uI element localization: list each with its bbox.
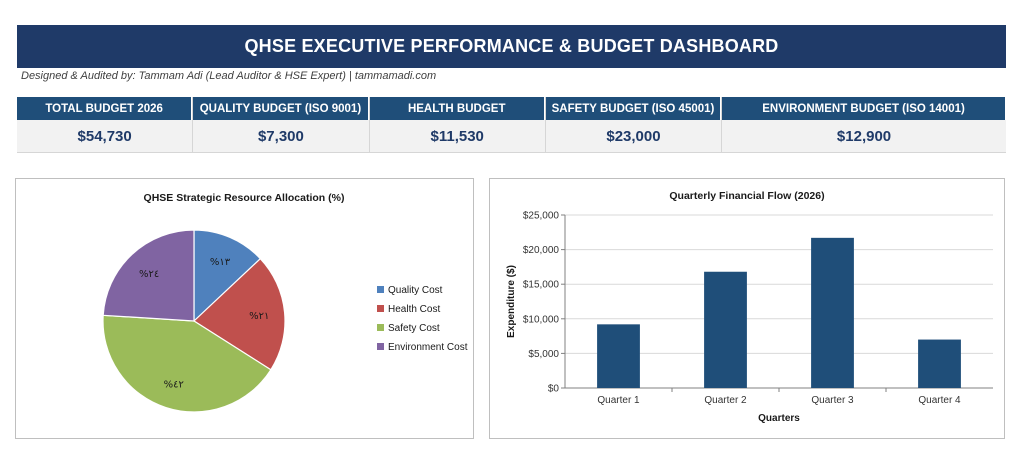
y-tick-label: $0 xyxy=(548,384,560,395)
pie-chart-title: QHSE Strategic Resource Allocation (%) xyxy=(144,192,345,204)
bar-quarter-4 xyxy=(918,339,961,388)
kpi-value: $12,900 xyxy=(722,120,1006,153)
pie-slice-quality-cost xyxy=(193,229,262,323)
kpi-label: ENVIRONMENT BUDGET (ISO 14001) xyxy=(722,97,1006,120)
x-tick-label: Quarter 4 xyxy=(918,395,961,406)
y-tick-label: $5,000 xyxy=(528,349,559,360)
x-tick-label: Quarter 2 xyxy=(704,395,747,406)
kpi-health-budget: HEALTH BUDGET $11,530 xyxy=(369,97,546,153)
kpi-label: HEALTH BUDGET xyxy=(369,97,545,120)
kpi-value: $23,000 xyxy=(545,120,722,153)
dashboard-title: QHSE EXECUTIVE PERFORMANCE & BUDGET DASH… xyxy=(17,25,1006,68)
bar-chart: Quarterly Financial Flow (2026) $0 $5,000 $… xyxy=(506,190,993,424)
pie-data-label: %٢١ xyxy=(249,311,269,322)
kpi-row: TOTAL BUDGET 2026 $54,730 QUALITY BUDGET… xyxy=(17,97,1006,153)
x-axis-title: Quarters xyxy=(758,413,800,424)
bar-chart-panel: Quarterly Financial Flow (2026) $0 $5,000 $… xyxy=(489,178,1005,439)
bar-quarter-1 xyxy=(597,324,640,388)
bar-chart-title: Quarterly Financial Flow (2026) xyxy=(669,190,824,202)
kpi-label: SAFETY BUDGET (ISO 45001) xyxy=(545,97,722,120)
legend-entry: Environment Cost xyxy=(388,342,468,353)
legend-swatch xyxy=(377,305,384,312)
kpi-environment-budget: ENVIRONMENT BUDGET (ISO 14001) $12,900 xyxy=(722,97,1006,153)
kpi-value: $54,730 xyxy=(17,120,193,153)
pie-data-label: %٤٢ xyxy=(164,379,184,390)
legend-entry: Quality Cost xyxy=(388,285,443,296)
y-tick-label: $25,000 xyxy=(523,211,560,222)
kpi-safety-budget: SAFETY BUDGET (ISO 45001) $23,000 xyxy=(545,97,723,153)
x-tick-label: Quarter 1 xyxy=(597,395,640,406)
x-tick-label: Quarter 3 xyxy=(811,395,854,406)
kpi-total-budget: TOTAL BUDGET 2026 $54,730 xyxy=(17,97,194,153)
kpi-quality-budget: QUALITY BUDGET (ISO 9001) $7,300 xyxy=(193,97,370,153)
y-tick-label: $20,000 xyxy=(523,245,560,256)
kpi-value: $11,530 xyxy=(369,120,545,153)
y-tick-label: $10,000 xyxy=(523,314,560,325)
legend-entry: Health Cost xyxy=(388,304,440,315)
pie-data-label: %١٣ xyxy=(210,257,231,268)
legend-entry: Safety Cost xyxy=(388,323,440,334)
pie-chart: QHSE Strategic Resource Allocation (%) %١… xyxy=(102,192,468,413)
pie-chart-panel: QHSE Strategic Resource Allocation (%) %١… xyxy=(15,178,474,439)
bar-quarter-3 xyxy=(811,237,854,388)
designer-credit: Designed & Audited by: Tammam Adi (Lead … xyxy=(21,70,437,82)
bar-quarter-2 xyxy=(704,271,747,388)
y-tick-label: $15,000 xyxy=(523,280,560,291)
legend-swatch xyxy=(377,324,384,331)
kpi-value: $7,300 xyxy=(193,120,369,153)
legend-swatch xyxy=(377,286,384,293)
pie-slice-environment-cost xyxy=(102,229,195,322)
pie-data-label: %٢٤ xyxy=(139,269,159,280)
kpi-label: TOTAL BUDGET 2026 xyxy=(17,97,193,120)
kpi-label: QUALITY BUDGET (ISO 9001) xyxy=(193,97,369,120)
legend-swatch xyxy=(377,343,384,350)
y-axis-title: Expenditure ($) xyxy=(506,265,517,338)
pie-slice-safety-cost xyxy=(102,314,272,413)
pie-slice-health-cost xyxy=(193,257,286,371)
